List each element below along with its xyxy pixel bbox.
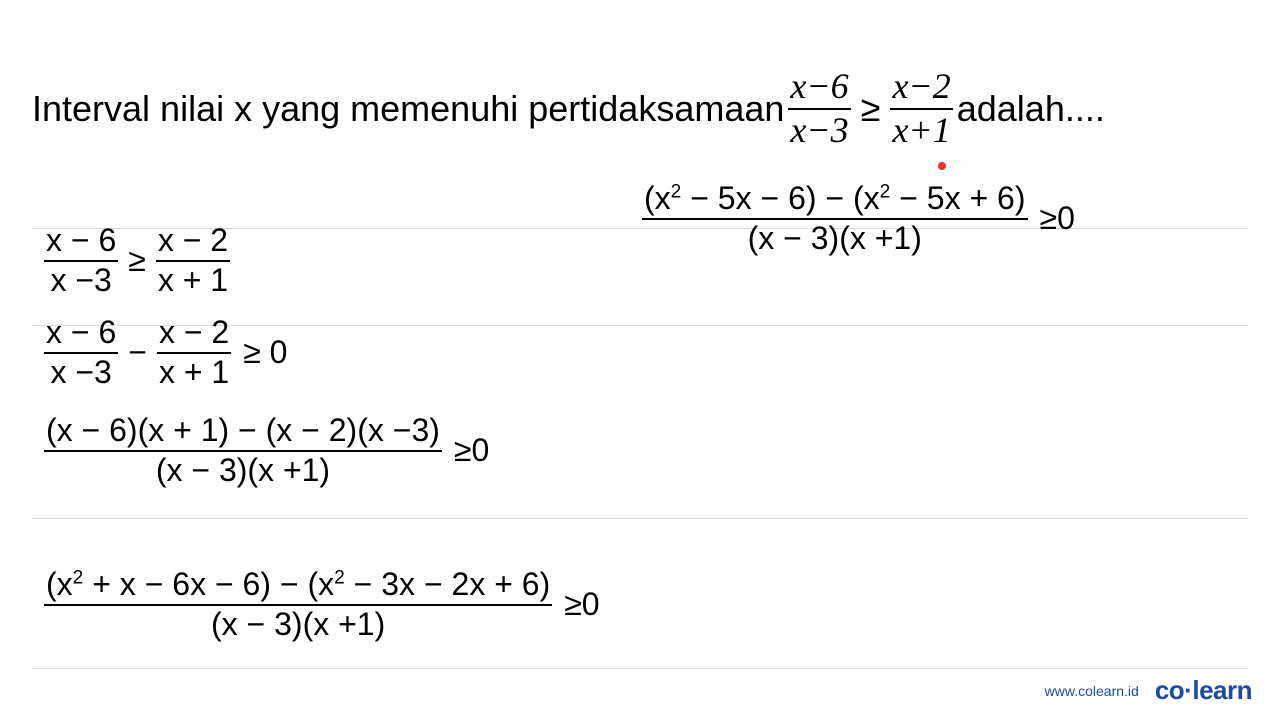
- step5-sq2: 2: [880, 181, 891, 202]
- step-2: x − 6 x −3 − x − 2 x + 1 ≥ 0: [40, 316, 287, 389]
- step2-frac1: x − 6 x −3: [44, 316, 118, 389]
- step5-post: ≥0: [1040, 200, 1075, 237]
- rule-4: [32, 668, 1248, 669]
- question-post: adalah....: [957, 88, 1105, 130]
- step4-sq2: 2: [334, 567, 345, 588]
- step4-post: ≥0: [564, 586, 599, 623]
- rule-3: [32, 518, 1248, 519]
- step2-post: ≥ 0: [243, 334, 287, 371]
- question-line: Interval nilai x yang memenuhi pertidaks…: [32, 68, 1252, 150]
- step4-num: (x2 + x − 6x − 6) − (x2 − 3x − 2x + 6): [44, 568, 552, 606]
- step-3: (x − 6)(x + 1) − (x − 2)(x −3) (x − 3)(x…: [40, 414, 489, 487]
- step5-sq1: 2: [671, 181, 682, 202]
- step3-frac: (x − 6)(x + 1) − (x − 2)(x −3) (x − 3)(x…: [44, 414, 442, 487]
- step5-num: (x2 − 5x − 6) − (x2 − 5x + 6): [642, 182, 1028, 220]
- question-op: ≥: [861, 88, 881, 130]
- step1-op: ≥: [128, 242, 146, 279]
- pointer-dot: [938, 162, 946, 170]
- step3-post: ≥0: [454, 432, 489, 469]
- step4-frac: (x2 + x − 6x − 6) − (x2 − 3x − 2x + 6) (…: [44, 568, 552, 641]
- question-frac-1: x−6 x−3: [788, 68, 850, 150]
- footer-logo: co·learn: [1155, 675, 1252, 706]
- step5-frac: (x2 − 5x − 6) − (x2 − 5x + 6) (x − 3)(x …: [642, 182, 1028, 255]
- question-pre: Interval nilai x yang memenuhi pertidaks…: [32, 88, 784, 130]
- step-4: (x2 + x − 6x − 6) − (x2 − 3x − 2x + 6) (…: [40, 568, 600, 641]
- step4-sq1: 2: [73, 567, 84, 588]
- step-1: x − 6 x −3 ≥ x − 2 x + 1: [40, 224, 234, 297]
- footer: www.colearn.id co·learn: [1045, 675, 1252, 706]
- step-5: (x2 − 5x − 6) − (x2 − 5x + 6) (x − 3)(x …: [638, 182, 1075, 255]
- step1-frac1: x − 6 x −3: [44, 224, 118, 297]
- step2-frac2: x − 2 x + 1: [157, 316, 231, 389]
- step1-frac2: x − 2 x + 1: [156, 224, 230, 297]
- question-frac-2: x−2 x+1: [890, 68, 952, 150]
- footer-url: www.colearn.id: [1045, 683, 1139, 699]
- step2-minus: −: [128, 334, 147, 371]
